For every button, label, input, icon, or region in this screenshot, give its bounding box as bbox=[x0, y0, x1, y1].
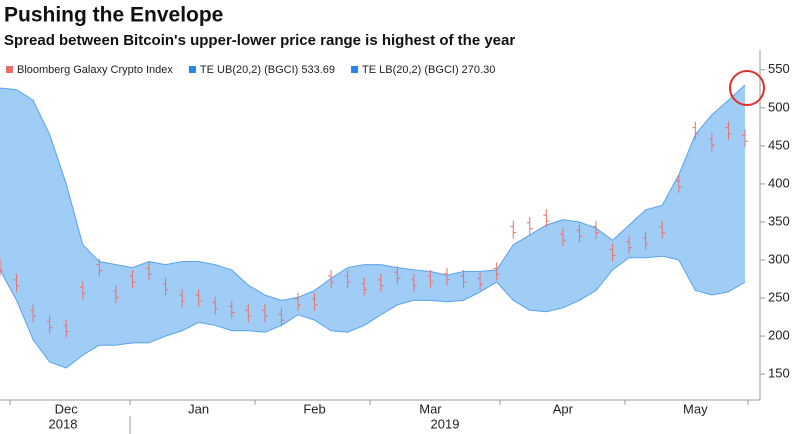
highlight-circle bbox=[729, 70, 765, 106]
price-bar bbox=[543, 209, 550, 228]
price-bar bbox=[576, 224, 583, 243]
price-bar bbox=[725, 121, 732, 140]
band-line bbox=[0, 255, 746, 369]
x-tick-label: May bbox=[683, 401, 708, 416]
price-bar bbox=[0, 258, 3, 277]
price-bar bbox=[30, 304, 37, 323]
band-area bbox=[0, 85, 745, 369]
price-bar bbox=[195, 289, 202, 308]
y-tick-label: 250 bbox=[768, 289, 790, 304]
price-bar bbox=[179, 289, 186, 308]
price-bar bbox=[79, 281, 86, 300]
price-bar bbox=[311, 292, 318, 311]
price-bar bbox=[146, 262, 152, 281]
price-bar bbox=[13, 273, 20, 292]
price-bar bbox=[228, 300, 235, 319]
price-bar bbox=[493, 262, 500, 281]
y-tick-label: 500 bbox=[768, 99, 790, 114]
price-bar bbox=[642, 231, 649, 250]
price-bar bbox=[212, 296, 219, 315]
price-bar bbox=[96, 258, 103, 277]
chart-title: Pushing the Envelope bbox=[4, 4, 223, 27]
price-bar bbox=[593, 220, 599, 239]
price-bar bbox=[460, 270, 467, 289]
y-tick-label: 450 bbox=[768, 137, 790, 152]
price-bar bbox=[377, 273, 384, 292]
price-bar bbox=[477, 272, 484, 291]
price-bar bbox=[328, 270, 335, 289]
price-bar bbox=[129, 270, 136, 289]
price-bar bbox=[361, 277, 368, 296]
legend-label: TE UB(20,2) (BGCI) 533.69 bbox=[200, 64, 335, 76]
price-bar bbox=[659, 220, 666, 239]
price-bar bbox=[344, 270, 351, 289]
price-bar bbox=[394, 266, 401, 285]
price-bar bbox=[278, 308, 285, 327]
year-label: 2019 bbox=[431, 416, 460, 431]
price-bar bbox=[162, 277, 169, 296]
price-bar bbox=[46, 315, 53, 334]
legend-label: Bloomberg Galaxy Crypto Index bbox=[17, 64, 173, 76]
price-bar bbox=[708, 133, 715, 152]
x-tick-label: Feb bbox=[303, 401, 325, 416]
year-label: 2018 bbox=[49, 416, 78, 431]
y-tick-label: 300 bbox=[768, 251, 790, 266]
y-tick-label: 150 bbox=[768, 366, 790, 381]
legend-swatch bbox=[6, 66, 13, 73]
price-bar bbox=[526, 216, 533, 235]
price-bar bbox=[245, 304, 252, 323]
price-bar bbox=[410, 273, 417, 292]
legend-label: TE LB(20,2) (BGCI) 270.30 bbox=[362, 64, 495, 76]
price-bar bbox=[112, 285, 119, 304]
price-bar bbox=[295, 292, 301, 311]
price-bar bbox=[63, 319, 70, 338]
price-bar bbox=[261, 304, 268, 323]
price-bar bbox=[692, 121, 699, 140]
price-bar bbox=[626, 235, 633, 254]
price-bar bbox=[742, 129, 748, 148]
x-tick-label: Jan bbox=[188, 401, 209, 416]
price-bar bbox=[444, 267, 450, 286]
x-tick-label: Mar bbox=[419, 401, 442, 416]
x-tick-label: Apr bbox=[553, 401, 574, 416]
y-tick-label: 400 bbox=[768, 175, 790, 190]
price-bar bbox=[559, 228, 566, 247]
band-line bbox=[0, 84, 746, 301]
y-tick-label: 550 bbox=[768, 61, 790, 76]
price-bar bbox=[510, 220, 517, 239]
y-tick-label: 200 bbox=[768, 328, 790, 343]
y-tick-label: 350 bbox=[768, 213, 790, 228]
chart-subtitle: Spread between Bitcoin's upper-lower pri… bbox=[4, 32, 515, 49]
price-bar bbox=[609, 243, 616, 262]
price-bar bbox=[427, 270, 434, 289]
legend-swatch bbox=[351, 66, 359, 73]
price-bar bbox=[675, 174, 682, 193]
legend-swatch bbox=[188, 66, 196, 73]
x-tick-label: Dec bbox=[55, 401, 79, 416]
